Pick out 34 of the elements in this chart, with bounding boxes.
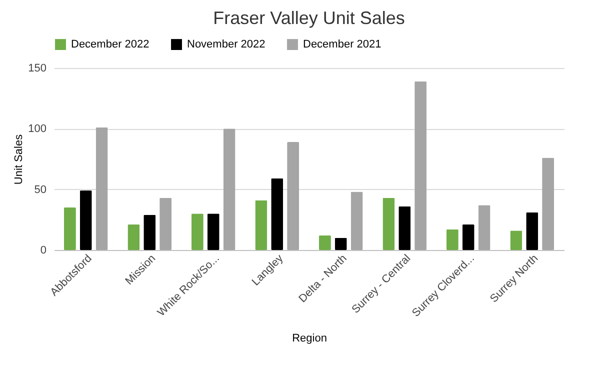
bar bbox=[542, 158, 554, 250]
bar bbox=[207, 214, 220, 250]
bar bbox=[96, 127, 108, 250]
bar bbox=[271, 178, 284, 250]
bar bbox=[144, 214, 156, 250]
bar bbox=[80, 190, 92, 250]
bar bbox=[382, 198, 395, 250]
bar bbox=[223, 128, 236, 250]
y-tick-label: 0 bbox=[40, 244, 46, 256]
legend-label: November 2022 bbox=[187, 38, 266, 51]
bar bbox=[510, 230, 522, 250]
bar bbox=[526, 212, 538, 250]
chart-title: Fraser Valley Unit Sales bbox=[213, 8, 405, 28]
y-tick-label: 100 bbox=[28, 123, 46, 136]
legend-label: December 2021 bbox=[303, 38, 382, 51]
x-axis-title: Region bbox=[292, 332, 327, 345]
bar bbox=[462, 224, 474, 250]
legend-label: December 2022 bbox=[71, 38, 150, 51]
bar bbox=[414, 81, 427, 250]
bar bbox=[128, 224, 140, 250]
bar bbox=[446, 229, 458, 250]
bar bbox=[191, 214, 204, 250]
bar bbox=[64, 208, 76, 250]
bar bbox=[478, 205, 490, 250]
y-axis-title: Unit Sales bbox=[13, 134, 26, 185]
bar bbox=[318, 235, 331, 250]
bar bbox=[334, 238, 347, 250]
y-tick-label: 150 bbox=[28, 62, 46, 74]
bar bbox=[287, 142, 300, 250]
bar bbox=[160, 198, 172, 250]
bar bbox=[398, 206, 411, 250]
bar bbox=[255, 200, 268, 250]
bar bbox=[350, 192, 363, 250]
y-tick-label: 50 bbox=[34, 184, 46, 196]
